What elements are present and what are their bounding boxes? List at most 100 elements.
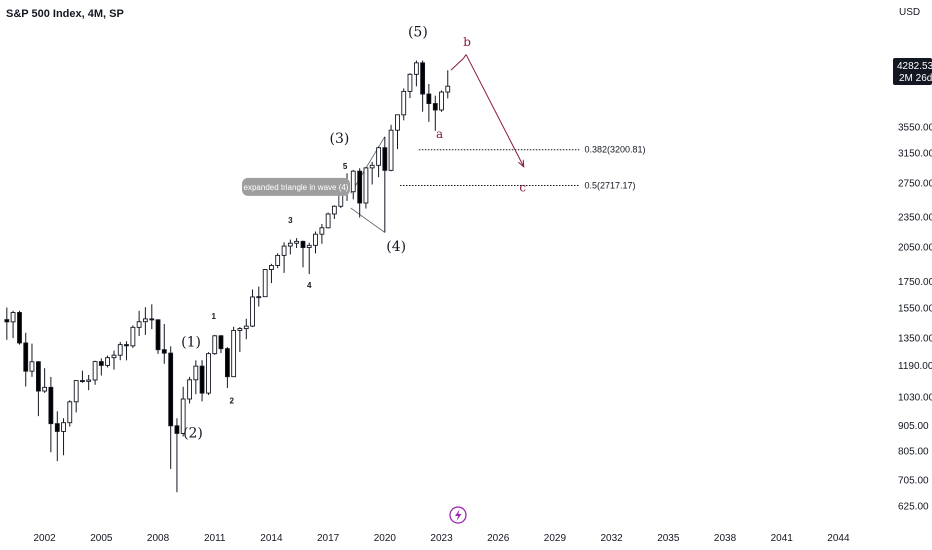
price-badge-bg bbox=[893, 58, 932, 85]
candle-body bbox=[142, 318, 148, 323]
candle[interactable] bbox=[401, 88, 407, 121]
candle[interactable] bbox=[269, 263, 274, 284]
fib-levels: 0.382(3200.81) 0.5(2717.17) bbox=[399, 145, 646, 190]
candle[interactable] bbox=[136, 310, 142, 336]
candle-body bbox=[369, 164, 375, 169]
candle[interactable] bbox=[92, 360, 98, 385]
candle-body bbox=[294, 240, 299, 244]
x-tick-label: 2044 bbox=[827, 533, 850, 544]
candle-body bbox=[401, 90, 407, 116]
x-axis[interactable]: 2002 2005 2008 2011 2014 2017 2020 2023 2026 2029… bbox=[34, 533, 850, 544]
fib-level-label: 0.382(3200.81) bbox=[584, 145, 645, 155]
candle[interactable] bbox=[395, 114, 400, 150]
candle[interactable] bbox=[382, 136, 388, 233]
candle[interactable] bbox=[306, 242, 312, 275]
candle[interactable] bbox=[350, 169, 356, 200]
candle-body bbox=[86, 379, 92, 382]
candle[interactable] bbox=[155, 319, 161, 354]
candle[interactable] bbox=[193, 360, 199, 395]
y-tick-label: 625.00 bbox=[898, 502, 929, 513]
candle[interactable] bbox=[142, 307, 148, 335]
candle[interactable] bbox=[180, 386, 186, 437]
candle[interactable] bbox=[174, 418, 180, 493]
candle[interactable] bbox=[426, 84, 432, 122]
candle[interactable] bbox=[281, 242, 287, 273]
candle[interactable] bbox=[17, 310, 22, 345]
logo[interactable] bbox=[449, 506, 467, 524]
candle[interactable] bbox=[105, 355, 110, 368]
candle[interactable] bbox=[231, 326, 237, 378]
wave-label: (5) bbox=[408, 24, 428, 40]
candle-body bbox=[363, 167, 369, 204]
y-tick-label: 3550.00 bbox=[898, 123, 932, 134]
candle[interactable] bbox=[376, 146, 381, 178]
candle-body bbox=[306, 244, 312, 249]
candle[interactable] bbox=[250, 289, 255, 328]
candle[interactable] bbox=[80, 370, 85, 383]
candle[interactable] bbox=[42, 368, 48, 393]
candle[interactable] bbox=[275, 253, 281, 269]
candle-body bbox=[426, 93, 432, 104]
candle[interactable] bbox=[212, 334, 218, 355]
candle-body bbox=[432, 103, 438, 111]
candle[interactable] bbox=[262, 269, 268, 298]
candle[interactable] bbox=[23, 332, 29, 387]
candle[interactable] bbox=[300, 240, 306, 268]
candle[interactable] bbox=[256, 286, 262, 307]
lightning-bolt-icon bbox=[455, 509, 462, 521]
candle[interactable] bbox=[61, 418, 66, 456]
candle[interactable] bbox=[206, 352, 211, 395]
candle[interactable] bbox=[432, 95, 438, 131]
candle-body bbox=[224, 348, 230, 378]
candle[interactable] bbox=[363, 167, 369, 209]
candle[interactable] bbox=[168, 346, 174, 469]
candle[interactable] bbox=[287, 239, 293, 255]
candle[interactable] bbox=[187, 376, 192, 404]
price-badge[interactable]: 4282.53 2M 26d bbox=[893, 58, 932, 85]
candle[interactable] bbox=[313, 231, 318, 254]
candle[interactable] bbox=[10, 310, 16, 339]
candle[interactable] bbox=[124, 341, 129, 361]
candle[interactable] bbox=[149, 304, 155, 330]
candles[interactable] bbox=[4, 60, 451, 493]
candle-body bbox=[10, 312, 16, 323]
candle[interactable] bbox=[98, 358, 104, 376]
candle[interactable] bbox=[86, 374, 92, 391]
candle[interactable] bbox=[218, 334, 224, 354]
candle[interactable] bbox=[35, 361, 41, 417]
candle[interactable] bbox=[237, 327, 243, 353]
candle[interactable] bbox=[319, 224, 325, 244]
candle[interactable] bbox=[224, 347, 230, 388]
candle[interactable] bbox=[331, 205, 337, 219]
candle[interactable] bbox=[357, 168, 363, 218]
wave-label: (1) bbox=[181, 334, 201, 350]
candle[interactable] bbox=[407, 73, 413, 99]
candle[interactable] bbox=[67, 400, 73, 427]
candle-body bbox=[218, 335, 224, 350]
candle-body bbox=[262, 269, 268, 298]
candle[interactable] bbox=[413, 60, 419, 87]
candle[interactable] bbox=[130, 325, 136, 348]
note-callout[interactable]: expanded triangle in wave (4) bbox=[242, 177, 350, 196]
y-tick-label: 1750.00 bbox=[898, 277, 932, 288]
candle[interactable] bbox=[111, 350, 117, 370]
candle[interactable] bbox=[161, 323, 167, 364]
candle[interactable] bbox=[117, 341, 123, 361]
candle[interactable] bbox=[369, 161, 375, 185]
candle[interactable] bbox=[294, 238, 299, 248]
candle[interactable] bbox=[4, 307, 10, 340]
candle[interactable] bbox=[243, 318, 249, 340]
candle[interactable] bbox=[29, 343, 35, 377]
candle[interactable] bbox=[439, 90, 444, 112]
candle[interactable] bbox=[48, 376, 54, 453]
candle[interactable] bbox=[54, 411, 60, 462]
y-axis[interactable]: 4750.003550.003150.002750.002350.002050.… bbox=[898, 59, 932, 513]
candle-body bbox=[61, 422, 66, 432]
candle[interactable] bbox=[325, 212, 331, 229]
candle[interactable] bbox=[199, 360, 205, 402]
candle[interactable] bbox=[445, 70, 451, 99]
candle[interactable] bbox=[388, 124, 394, 172]
candle[interactable] bbox=[73, 380, 79, 413]
candle[interactable] bbox=[420, 60, 426, 112]
